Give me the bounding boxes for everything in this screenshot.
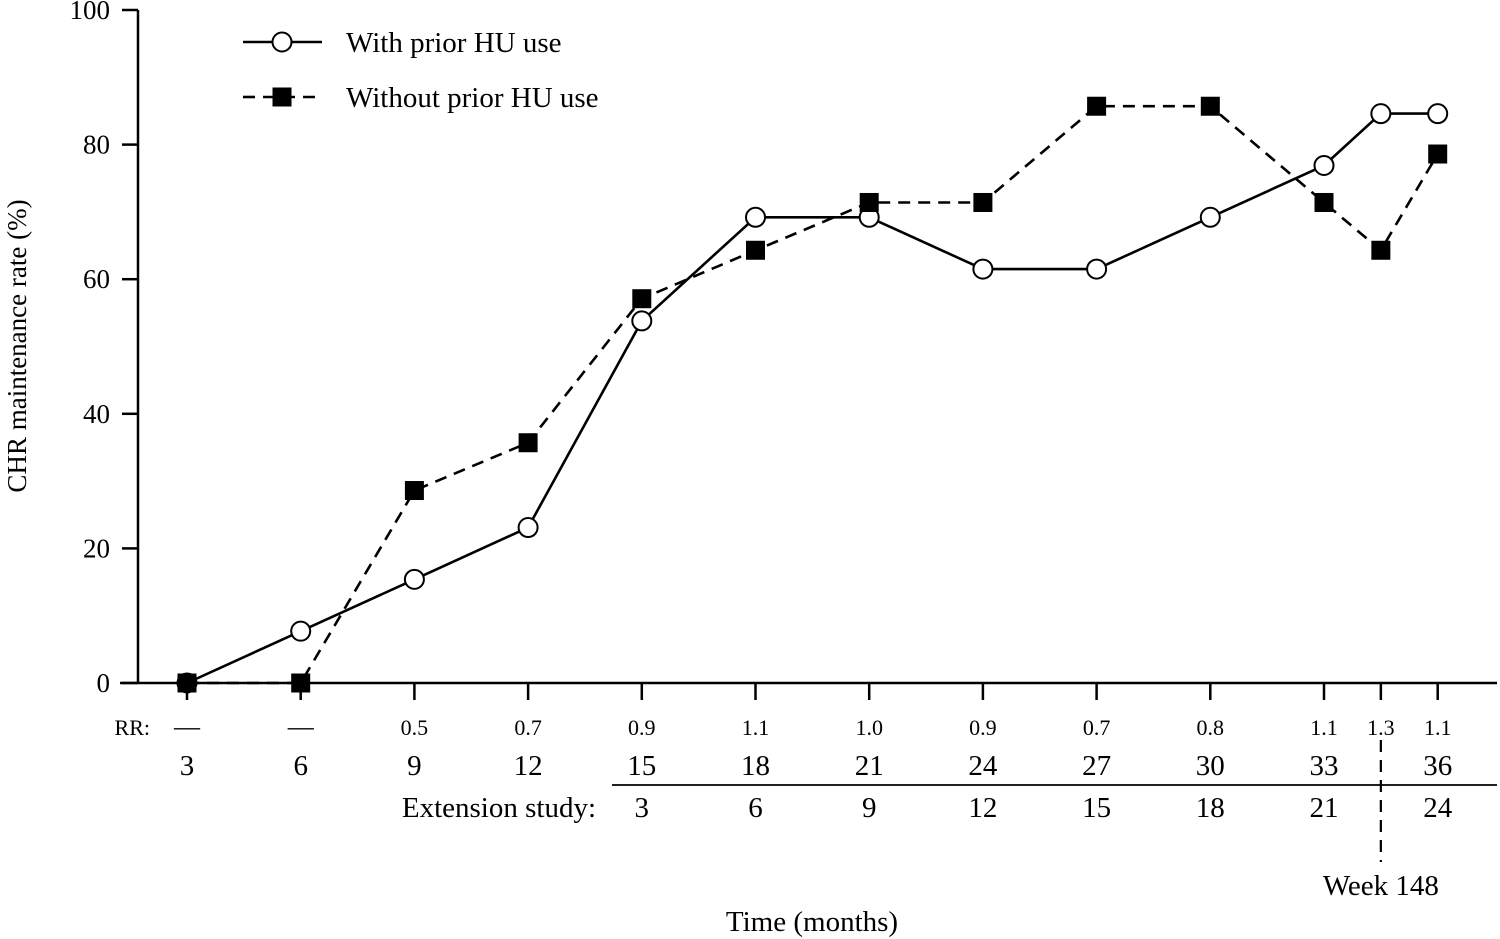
x-tick-label: 30 xyxy=(1196,750,1225,782)
extension-value: 12 xyxy=(968,792,997,824)
extension-value: 9 xyxy=(862,792,877,824)
rr-value: 0.9 xyxy=(628,715,656,740)
rr-value: 0.7 xyxy=(514,715,542,740)
rr-label: RR: xyxy=(115,715,150,740)
data-point xyxy=(1428,144,1448,164)
legend-marker xyxy=(272,87,292,107)
extension-value: 6 xyxy=(748,792,763,824)
data-point xyxy=(746,240,765,260)
rr-value: 0.5 xyxy=(401,715,429,740)
rr-value: — xyxy=(287,712,315,741)
rr-value: 0.7 xyxy=(1083,715,1111,740)
legend-item: Without prior HU use xyxy=(243,82,599,114)
extension-value: 15 xyxy=(1082,792,1111,824)
data-point xyxy=(404,481,424,501)
data-point xyxy=(1313,154,1335,176)
week-marker-label: Week 148 xyxy=(1323,870,1439,902)
legend: With prior HU use Without prior HU use xyxy=(243,27,599,114)
rr-value: — xyxy=(173,712,201,741)
x-tick-label: 9 xyxy=(407,750,422,782)
x-tick-label: 6 xyxy=(293,750,308,782)
series-with-prior-hu xyxy=(176,103,1449,694)
rr-value: 1.0 xyxy=(855,715,883,740)
legend-label: Without prior HU use xyxy=(346,82,599,114)
data-point xyxy=(973,192,993,212)
data-point xyxy=(859,192,879,212)
y-tick-label: 80 xyxy=(83,130,110,160)
x-tick-label: 27 xyxy=(1082,750,1111,782)
data-point xyxy=(632,289,652,309)
data-point xyxy=(1086,258,1108,280)
extension-label: Extension study: xyxy=(402,792,596,824)
data-point xyxy=(290,620,312,642)
data-point xyxy=(1087,96,1107,116)
data-point xyxy=(745,206,766,228)
data-point xyxy=(1200,96,1220,116)
y-tick-label: 60 xyxy=(83,264,110,294)
extension-value: 3 xyxy=(635,792,650,824)
x-tick-label: 12 xyxy=(514,750,543,782)
series-line xyxy=(186,112,1438,685)
data-point xyxy=(972,258,994,280)
rr-value: 0.8 xyxy=(1197,715,1225,740)
extension-value: 21 xyxy=(1310,792,1339,824)
rr-value: 1.1 xyxy=(1310,715,1338,740)
x-tick-label: 24 xyxy=(968,750,998,782)
data-point xyxy=(517,517,539,539)
legend-item: With prior HU use xyxy=(243,27,562,59)
extension-value: 24 xyxy=(1423,792,1453,824)
y-tick-label: 0 xyxy=(97,668,111,698)
rr-value: 1.1 xyxy=(742,715,770,740)
series-layer xyxy=(176,96,1449,694)
data-point xyxy=(1314,192,1334,212)
x-tick-label: 36 xyxy=(1423,750,1452,782)
rr-value: 1.3 xyxy=(1367,715,1395,740)
axes: 0 20 40 60 80 100 — 3 — 6 0.5 9 0.7 12 0.9 15 1.1 18 1.0 21… xyxy=(70,0,1497,902)
y-tick-label: 40 xyxy=(83,399,110,429)
x-tick-label: 3 xyxy=(180,750,195,782)
legend-marker xyxy=(271,31,293,53)
data-point xyxy=(631,310,653,332)
data-point xyxy=(1427,103,1449,125)
x-tick-label: 18 xyxy=(741,750,770,782)
data-point xyxy=(1371,240,1391,260)
data-point xyxy=(403,568,425,590)
data-point xyxy=(177,673,197,693)
x-tick-label: 33 xyxy=(1310,750,1339,782)
rr-value: 1.1 xyxy=(1424,715,1452,740)
x-tick-label: 21 xyxy=(855,750,884,782)
y-axis-label: CHR maintenance rate (%) xyxy=(2,199,32,492)
x-axis-label: Time (months) xyxy=(726,906,898,938)
x-tick-label: 15 xyxy=(627,750,656,782)
data-point xyxy=(1199,206,1221,228)
series-without-prior-hu xyxy=(177,96,1448,693)
data-point xyxy=(518,433,538,453)
data-point xyxy=(1370,103,1392,125)
y-tick-label: 100 xyxy=(70,0,111,25)
rr-value: 0.9 xyxy=(969,715,997,740)
extension-value: 18 xyxy=(1196,792,1225,824)
legend-label: With prior HU use xyxy=(346,27,562,59)
y-tick-label: 20 xyxy=(83,533,110,563)
data-point xyxy=(291,673,311,693)
